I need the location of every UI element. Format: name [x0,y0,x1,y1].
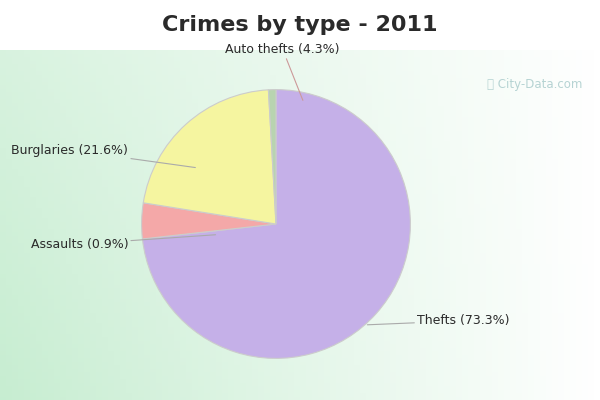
Wedge shape [143,90,276,224]
Text: Assaults (0.9%): Assaults (0.9%) [31,235,215,251]
Wedge shape [268,90,276,224]
Text: Crimes by type - 2011: Crimes by type - 2011 [162,15,438,35]
Wedge shape [142,203,276,239]
Text: ⓘ City-Data.com: ⓘ City-Data.com [487,78,582,91]
Text: Auto thefts (4.3%): Auto thefts (4.3%) [226,43,340,100]
Text: Thefts (73.3%): Thefts (73.3%) [367,314,509,327]
Wedge shape [142,90,410,358]
Text: Burglaries (21.6%): Burglaries (21.6%) [11,144,196,168]
